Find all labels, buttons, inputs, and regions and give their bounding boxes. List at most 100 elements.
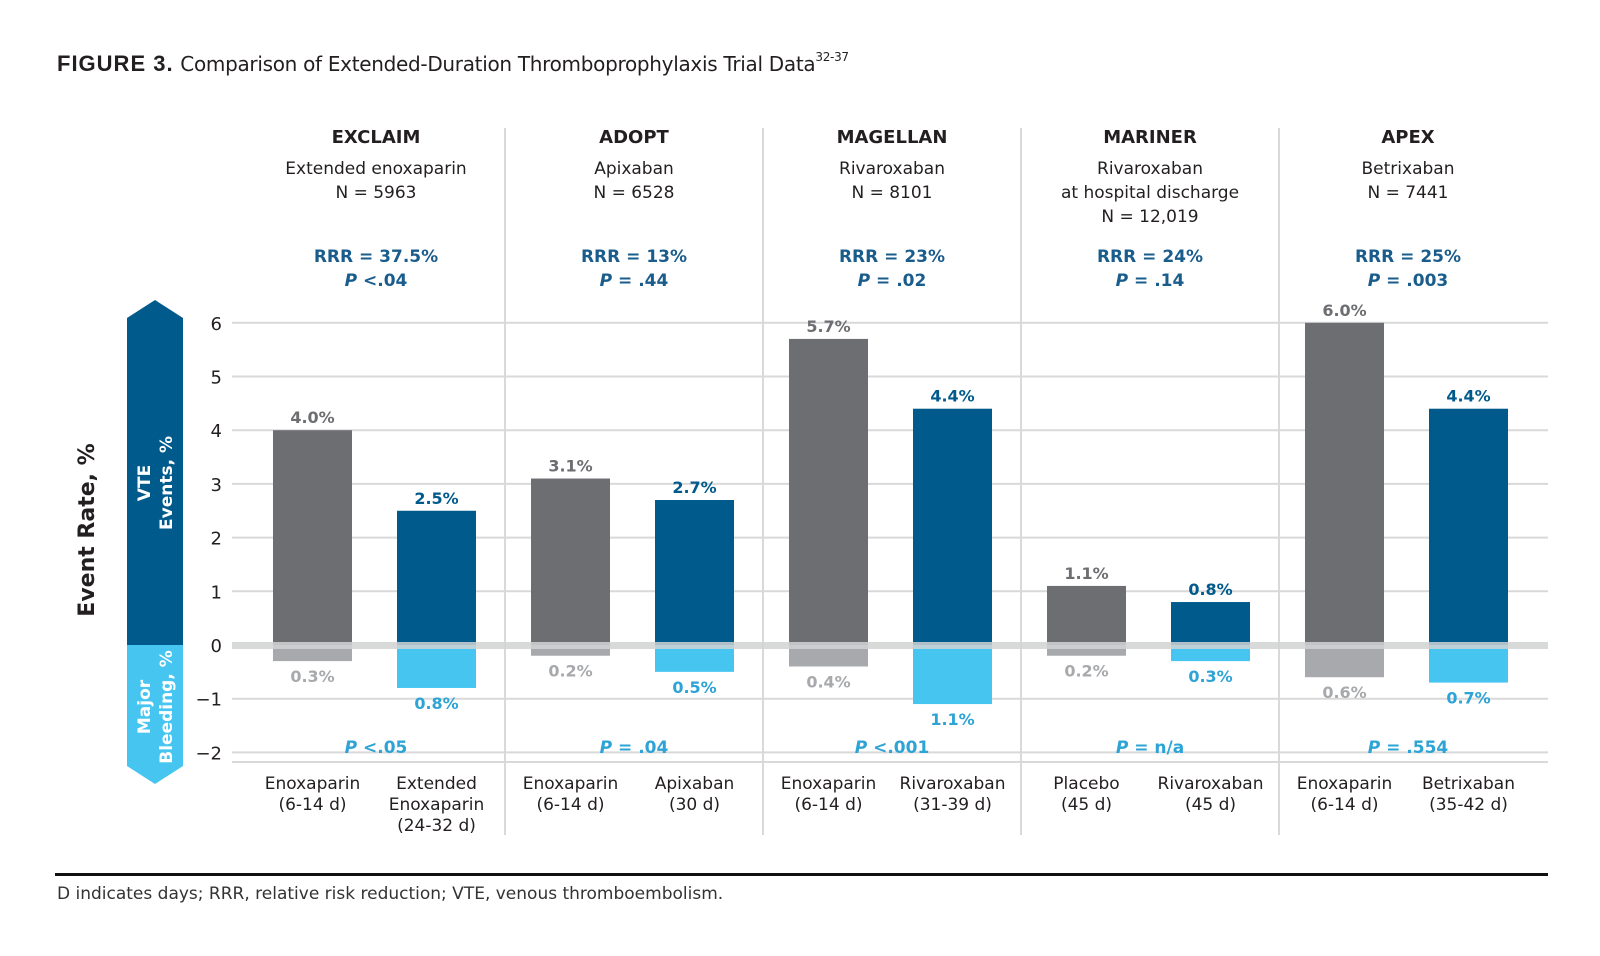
vte-axis-label-line: Events, % bbox=[157, 436, 177, 530]
bleeding-bar bbox=[789, 645, 868, 667]
trial-name: MARINER bbox=[1103, 127, 1197, 148]
rrr-value: RRR = 23% bbox=[839, 247, 945, 267]
x-category-label: Rivaroxaban bbox=[900, 774, 1006, 794]
zero-line bbox=[232, 642, 1548, 649]
x-category-label: (30 d) bbox=[669, 795, 720, 815]
bleeding-p-value: P <.001 bbox=[855, 738, 930, 758]
y-tick-label: 5 bbox=[211, 368, 222, 389]
rrr-value: RRR = 37.5% bbox=[314, 247, 438, 267]
bleeding-p-value: P <.05 bbox=[345, 738, 408, 758]
trial-name: EXCLAIM bbox=[332, 127, 421, 148]
trial-drug: Rivaroxaban bbox=[1097, 159, 1203, 179]
vte-bar bbox=[1171, 602, 1250, 645]
vte-bar-label: 0.8% bbox=[1188, 580, 1232, 599]
trial-name: APEX bbox=[1381, 127, 1434, 148]
rrr-value: RRR = 13% bbox=[581, 247, 687, 267]
x-category-label: (6-14 d) bbox=[1310, 795, 1378, 815]
x-category-label: Enoxaparin bbox=[265, 774, 361, 794]
y-tick-label: −1 bbox=[195, 690, 222, 711]
x-category-label: (24-32 d) bbox=[397, 816, 476, 836]
bleeding-bar-label: 1.1% bbox=[930, 710, 974, 729]
x-category-label: Extended bbox=[396, 774, 477, 794]
bleeding-bar bbox=[273, 645, 352, 662]
vte-bar-label: 4.4% bbox=[930, 387, 974, 406]
x-category-label: (31-39 d) bbox=[913, 795, 992, 815]
bleeding-bar bbox=[913, 645, 992, 705]
trial-n: N = 5963 bbox=[335, 183, 416, 203]
vte-bar-label: 6.0% bbox=[1322, 301, 1366, 320]
bleeding-p-value: P = n/a bbox=[1116, 738, 1184, 758]
bleeding-bar-label: 0.2% bbox=[1064, 662, 1108, 681]
x-category-label: (6-14 d) bbox=[536, 795, 604, 815]
bleeding-bar-label: 0.3% bbox=[1188, 667, 1232, 686]
vte-bar-label: 4.4% bbox=[1446, 387, 1490, 406]
vte-p-value: P = .14 bbox=[1116, 271, 1185, 291]
footnote: D indicates days; RRR, relative risk red… bbox=[57, 884, 724, 904]
vte-bar bbox=[1047, 585, 1126, 645]
bleeding-axis-band bbox=[127, 645, 183, 784]
bleeding-bar-label: 0.5% bbox=[672, 678, 716, 697]
vte-axis-band bbox=[127, 300, 183, 645]
figure-title-text: Comparison of Extended-Duration Thrombop… bbox=[180, 52, 816, 76]
x-category-label: Apixaban bbox=[655, 774, 735, 794]
vte-bar bbox=[397, 510, 476, 645]
trial-n: N = 12,019 bbox=[1101, 207, 1198, 227]
y-tick-label: 0 bbox=[211, 636, 222, 657]
vte-bar-label: 3.1% bbox=[548, 457, 592, 476]
y-tick-label: 3 bbox=[211, 475, 222, 496]
bleeding-bar-label: 0.3% bbox=[290, 667, 334, 686]
vte-axis-label: VTE Events, % bbox=[135, 436, 177, 530]
trial-n: N = 6528 bbox=[593, 183, 674, 203]
trial-drug: Extended enoxaparin bbox=[285, 159, 466, 179]
trial-n: N = 8101 bbox=[851, 183, 932, 203]
trial-drug: Betrixaban bbox=[1362, 159, 1455, 179]
footer-divider bbox=[55, 873, 1548, 876]
x-category-label: Betrixaban bbox=[1422, 774, 1515, 794]
figure-references: 32-37 bbox=[815, 50, 849, 64]
rrr-value: RRR = 25% bbox=[1355, 247, 1461, 267]
vte-bar bbox=[1305, 322, 1384, 645]
x-category-label: (35-42 d) bbox=[1429, 795, 1508, 815]
x-category-label: Enoxaparin bbox=[389, 795, 485, 815]
bleeding-axis-label-line: Major bbox=[135, 679, 155, 734]
vte-p-value: P = .003 bbox=[1368, 271, 1449, 291]
bleeding-bar bbox=[1171, 645, 1250, 662]
trial-drug: Apixaban bbox=[594, 159, 674, 179]
x-category-label: (45 d) bbox=[1061, 795, 1112, 815]
vte-bar-label: 2.5% bbox=[414, 489, 458, 508]
y-tick-label: −2 bbox=[195, 743, 222, 764]
bleeding-bar bbox=[1429, 645, 1508, 683]
bleeding-p-value: P = .554 bbox=[1368, 738, 1449, 758]
bleeding-bar-label: 0.6% bbox=[1322, 683, 1366, 702]
bleeding-bar-label: 0.7% bbox=[1446, 689, 1490, 708]
vte-bar bbox=[531, 478, 610, 645]
bleeding-bar-label: 0.4% bbox=[806, 672, 850, 691]
figure-label: FIGURE 3. bbox=[57, 51, 174, 76]
y-tick-label: 4 bbox=[211, 421, 222, 442]
bleeding-axis-label-line: Bleeding, % bbox=[157, 650, 177, 764]
x-category-label: (6-14 d) bbox=[278, 795, 346, 815]
trial-name: ADOPT bbox=[599, 127, 669, 148]
bleeding-bar bbox=[655, 645, 734, 672]
y-axis-title: Event Rate, % bbox=[75, 443, 100, 616]
bleeding-bar-label: 0.8% bbox=[414, 694, 458, 713]
bleeding-bar bbox=[1305, 645, 1384, 678]
vte-bar bbox=[655, 500, 734, 645]
bleeding-bar bbox=[1047, 645, 1126, 656]
bleeding-p-value: P = .04 bbox=[600, 738, 669, 758]
trial-drug: at hospital discharge bbox=[1061, 183, 1239, 203]
bleeding-bar bbox=[397, 645, 476, 688]
vte-p-value: P <.04 bbox=[345, 271, 408, 291]
bleeding-bar-label: 0.2% bbox=[548, 662, 592, 681]
x-category-label: Enoxaparin bbox=[523, 774, 619, 794]
trial-drug: Rivaroxaban bbox=[839, 159, 945, 179]
vte-bar-label: 4.0% bbox=[290, 408, 334, 427]
x-category-label: (6-14 d) bbox=[794, 795, 862, 815]
vte-p-value: P = .44 bbox=[600, 271, 669, 291]
x-category-label: Enoxaparin bbox=[781, 774, 877, 794]
vte-bar bbox=[273, 430, 352, 645]
x-category-label: Placebo bbox=[1053, 774, 1119, 794]
x-category-label: Enoxaparin bbox=[1297, 774, 1393, 794]
bleeding-axis-label: Major Bleeding, % bbox=[135, 650, 177, 764]
y-tick-label: 1 bbox=[211, 582, 222, 603]
